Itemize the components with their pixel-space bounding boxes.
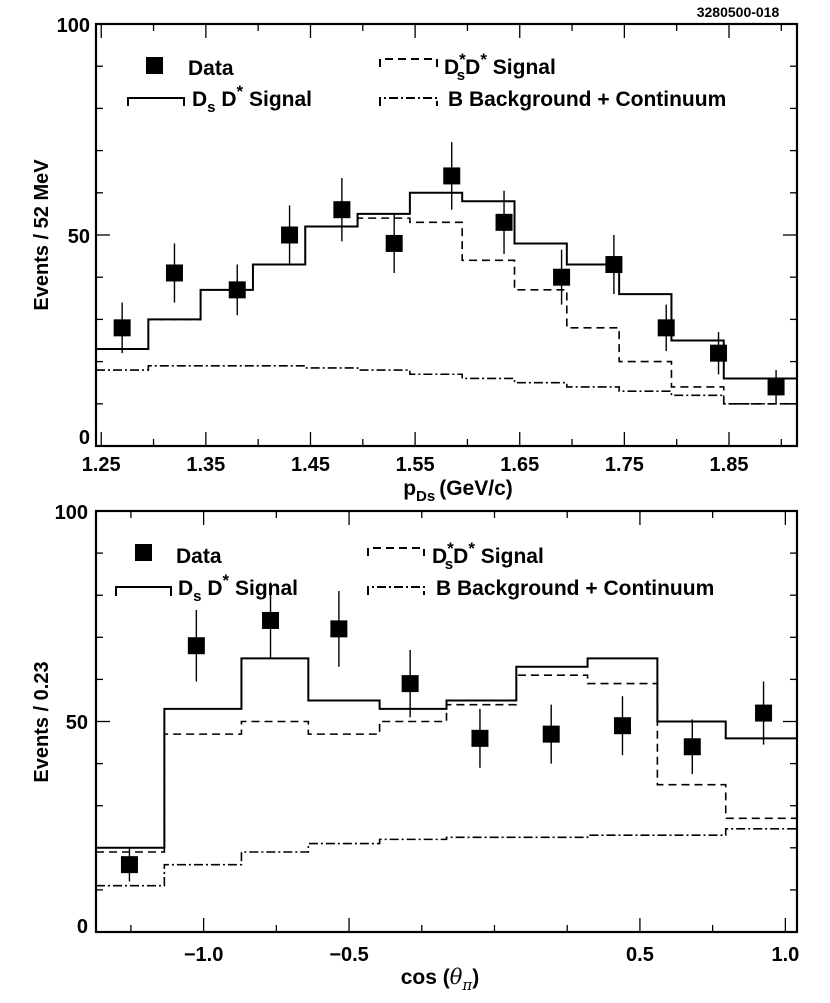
x-tick-label: 1.35	[186, 454, 225, 476]
legend-dsd-line	[127, 97, 185, 106]
data-point	[228, 281, 246, 299]
legend-dsd-label: Ds D* Signal	[178, 571, 298, 605]
legend-data-label: Data	[176, 545, 222, 568]
tick-marks	[96, 510, 797, 933]
tick-marks	[96, 23, 797, 447]
data-point	[120, 856, 138, 874]
legend-dsstar-line	[379, 58, 438, 67]
x-tick-label: 1.85	[710, 454, 749, 476]
legend-dsd-label: Ds D* Signal	[192, 82, 312, 116]
x-tick-label: 1.45	[291, 454, 330, 476]
series-dsstar-signal	[96, 674, 797, 853]
data-point	[613, 717, 631, 735]
series-background	[96, 365, 797, 405]
y-tick-label: 50	[66, 712, 88, 734]
legend-bkg-line	[379, 97, 438, 106]
y-tick-label: 50	[68, 226, 90, 248]
x-tick-label: 1.25	[82, 454, 121, 476]
series-dsd-signal	[96, 191, 797, 380]
data-point	[443, 167, 461, 185]
data-point	[401, 675, 419, 693]
data-point	[710, 344, 728, 362]
legend-bkg-line	[367, 586, 425, 595]
x-tick-labels: 1.25 1.35 1.45 1.55 1.65 1.75 1.85	[82, 454, 749, 476]
x-axis-label: pDs (GeV/c)	[403, 477, 513, 505]
y-tick-label: 100	[55, 502, 88, 524]
data-point	[262, 611, 280, 629]
x-tick-label: 1.65	[500, 454, 539, 476]
legend-data-marker	[135, 544, 152, 561]
data-point	[187, 637, 205, 655]
x-tick-label: 1.0	[771, 944, 799, 966]
legend-bkg-label: B Background + Continuum	[436, 577, 714, 600]
data-point	[495, 213, 513, 231]
x-axis-label: cos (θπ)	[401, 965, 480, 994]
y-tick-label: 0	[77, 916, 88, 938]
legend-dsstar-line	[367, 547, 425, 556]
x-tick-label: 1.75	[605, 454, 644, 476]
x-tick-label: −1.0	[184, 944, 223, 966]
legend-data-marker	[146, 57, 163, 74]
data-point	[330, 620, 348, 638]
y-axis-label: Events / 52 MeV	[31, 159, 53, 311]
x-tick-label: 1.55	[396, 454, 435, 476]
data-point	[767, 378, 785, 396]
x-tick-label: 0.5	[626, 944, 654, 966]
legend-data-label: Data	[188, 57, 234, 80]
data-point	[542, 725, 560, 743]
plot-frame	[94, 509, 799, 934]
y-axis-label: Events / 0.23	[31, 661, 53, 782]
data-point	[385, 234, 403, 252]
data-point	[605, 256, 623, 274]
legend: Data Ds D* Signal D* sD* Signal B Backgro…	[115, 539, 714, 605]
data-point	[553, 268, 571, 286]
top-panel: Events / 52 MeV 100 50 0 1.25 1.35 1.45 …	[31, 15, 799, 505]
data-point	[165, 264, 183, 282]
y-tick-label: 0	[79, 427, 90, 449]
legend-dsstar-label: D* sD* Signal	[444, 50, 556, 84]
data-point	[471, 729, 489, 747]
legend: Data Ds D* Signal D* sD* Signal B Backgro…	[127, 50, 726, 116]
data-point	[333, 201, 351, 219]
data-point	[113, 319, 131, 337]
legend-dsd-line	[115, 586, 172, 596]
bottom-panel: Events / 0.23 100 50 0 −1.0 −0.5 0.5 1.0…	[31, 502, 799, 994]
legend-dsstar-label: D* sD* Signal	[432, 539, 544, 573]
legend-bkg-label: B Background + Continuum	[448, 88, 726, 111]
x-tick-labels: −1.0 −0.5 0.5 1.0	[184, 944, 799, 966]
plot-frame	[94, 22, 799, 448]
x-tick-label: −0.5	[329, 944, 368, 966]
data-point	[755, 704, 773, 722]
svg-text:Events / 52 MeV: Events / 52 MeV	[31, 159, 53, 311]
svg-text:Events / 0.23: Events / 0.23	[31, 661, 53, 782]
y-tick-label: 100	[57, 15, 90, 37]
data-point	[657, 319, 675, 337]
series-background	[96, 828, 797, 887]
data-point	[683, 738, 701, 756]
figure-id: 3280500-018	[697, 4, 780, 20]
series-dsd-signal	[96, 657, 797, 849]
data-point	[281, 226, 299, 244]
